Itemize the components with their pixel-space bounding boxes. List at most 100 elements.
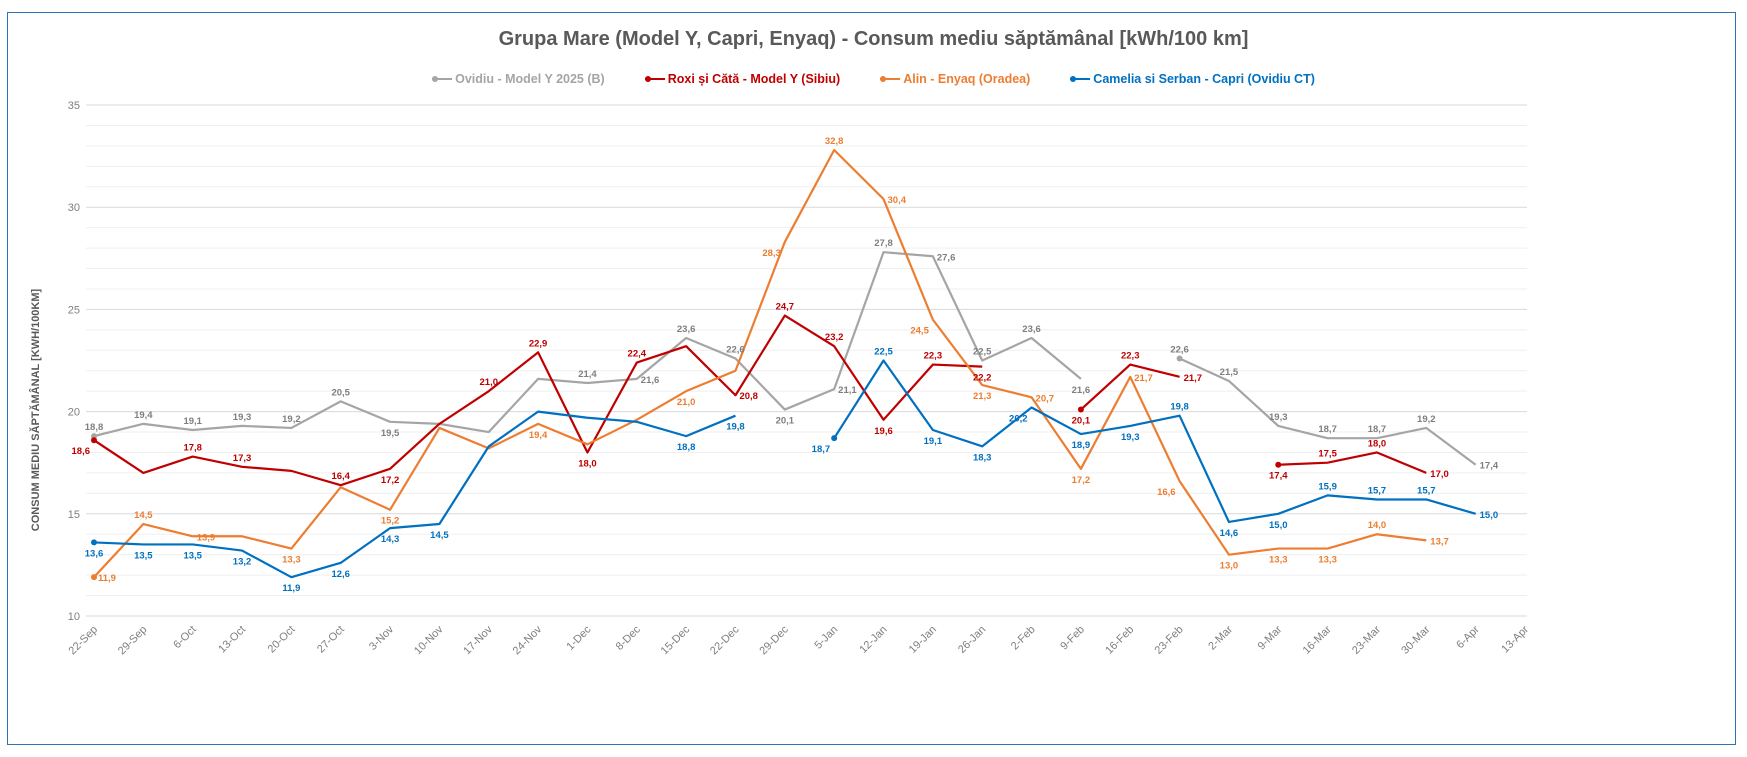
data-label: 21,6 — [641, 375, 660, 386]
series-line — [93, 251, 1082, 438]
data-label: 20,1 — [776, 416, 795, 427]
data-label: 18,9 — [1072, 440, 1091, 451]
series-start-marker — [91, 437, 97, 444]
data-label: 13,3 — [1269, 555, 1288, 566]
data-label: 19,1 — [924, 436, 943, 447]
data-label: 21,1 — [838, 385, 857, 396]
legend-label: Camelia si Serban - Capri (Ovidiu CT) — [1093, 72, 1315, 86]
series-start-marker — [1275, 461, 1282, 468]
data-label: 13,0 — [1220, 561, 1239, 572]
y-tick-label: 20 — [68, 407, 80, 419]
data-label: 19,4 — [529, 430, 548, 441]
data-label: 13,3 — [282, 555, 301, 566]
data-label: 18,8 — [85, 422, 104, 433]
series-lines — [91, 148, 1477, 581]
legend-item-alin[interactable]: Alin - Enyaq (Oradea) — [880, 72, 1030, 86]
x-tick-label: 16-Feb — [1103, 624, 1136, 657]
data-label: 22,6 — [1170, 344, 1189, 355]
x-tick-label: 13-Apr — [1499, 623, 1531, 655]
data-label: 19,3 — [233, 412, 252, 423]
data-label: 23,2 — [825, 332, 844, 343]
series-start-marker — [1077, 406, 1084, 413]
data-label: 13,6 — [85, 548, 104, 559]
data-label: 16,6 — [1157, 487, 1176, 498]
legend-marker-icon — [1070, 76, 1091, 82]
x-tick-label: 22-Dec — [708, 623, 742, 657]
data-label: 30,4 — [888, 195, 907, 206]
legend-item-ovidiu[interactable]: Ovidiu - Model Y 2025 (B) — [432, 72, 605, 86]
data-label: 19,5 — [381, 428, 400, 439]
data-label: 18,3 — [973, 452, 992, 463]
data-label: 23,6 — [677, 324, 696, 335]
data-label: 22,5 — [973, 347, 992, 358]
legend-label: Roxi și Cătă - Model Y (Sibiu) — [667, 72, 841, 86]
data-label: 18,0 — [1368, 438, 1387, 449]
data-label: 11,9 — [98, 573, 116, 584]
data-label: 23,6 — [1022, 324, 1041, 335]
data-label: 32,8 — [825, 136, 844, 147]
data-label: 20,7 — [1036, 393, 1055, 404]
data-label: 15,0 — [1269, 520, 1288, 531]
data-label: 27,6 — [937, 252, 956, 263]
data-label: 28,3 — [762, 248, 781, 259]
data-label: 13,9 — [197, 532, 216, 543]
data-label: 14,5 — [430, 530, 449, 541]
legend-marker-icon — [880, 76, 901, 82]
x-tick-label: 22-Sep — [67, 624, 101, 658]
x-tick-label: 6-Apr — [1454, 623, 1482, 651]
x-tick-label: 23-Mar — [1350, 623, 1383, 656]
y-tick-label: 15 — [68, 509, 80, 521]
data-label: 22,2 — [973, 373, 992, 384]
data-label: 20,5 — [331, 387, 350, 398]
x-tick-label: 20-Oct — [266, 624, 298, 656]
series-start-marker — [91, 574, 97, 581]
x-tick-label: 2-Mar — [1206, 623, 1235, 652]
data-label: 11,9 — [282, 583, 300, 594]
data-label: 18,0 — [578, 458, 597, 469]
legend-item-camelia[interactable]: Camelia si Serban - Capri (Ovidiu CT) — [1070, 72, 1315, 86]
y-tick-label: 10 — [68, 611, 80, 623]
data-label: 18,7 — [1318, 424, 1337, 435]
series-line — [833, 359, 1476, 524]
series-start-marker — [831, 435, 838, 442]
data-label: 21,7 — [1184, 373, 1203, 384]
data-label: 15,9 — [1318, 481, 1337, 492]
x-tick-label: 16-Mar — [1301, 623, 1334, 656]
series-start-marker — [1176, 355, 1183, 362]
data-label: 19,3 — [1121, 432, 1140, 443]
x-tick-label: 27-Oct — [315, 624, 347, 656]
x-tick-label: 30-Mar — [1399, 623, 1432, 656]
data-label: 14,3 — [381, 534, 400, 545]
x-tick-label: 13-Oct — [216, 624, 248, 656]
y-tick-label: 35 — [68, 100, 80, 112]
chart-legend: Ovidiu - Model Y 2025 (B) Roxi și Cătă -… — [0, 72, 1747, 86]
x-tick-label: 15-Dec — [659, 623, 693, 657]
data-label: 13,5 — [134, 550, 153, 561]
series-start-marker — [91, 539, 97, 546]
data-label: 17,2 — [381, 475, 400, 486]
series-line — [1278, 451, 1427, 474]
data-label: 20,1 — [1072, 416, 1091, 427]
data-label: 17,4 — [1269, 471, 1288, 482]
data-label: 19,3 — [1269, 412, 1288, 423]
x-tick-label: 10-Nov — [412, 623, 446, 657]
x-tick-label: 17-Nov — [461, 623, 495, 657]
data-label: 22,5 — [874, 347, 893, 358]
x-tick-label: 23-Feb — [1153, 624, 1186, 657]
chart-title: Grupa Mare (Model Y, Capri, Enyaq) - Con… — [498, 28, 1249, 50]
legend-item-roxi[interactable]: Roxi și Cătă - Model Y (Sibiu) — [644, 72, 841, 86]
data-label: 17,3 — [233, 453, 252, 464]
series-line — [93, 410, 736, 579]
x-tick-label: 2-Feb — [1009, 624, 1038, 653]
data-label: 19,8 — [1170, 402, 1189, 413]
data-label: 27,8 — [874, 238, 893, 249]
data-label: 21,3 — [973, 391, 992, 402]
x-tick-label: 9-Mar — [1256, 623, 1285, 652]
data-label: 21,6 — [1072, 385, 1091, 396]
data-label: 18,8 — [677, 442, 696, 453]
data-label: 22,9 — [529, 338, 548, 349]
y-axis-ticks: 10 15 20 25 30 35 — [68, 100, 80, 623]
x-tick-label: 8-Dec — [614, 623, 644, 653]
x-tick-label: 19-Jan — [907, 624, 939, 656]
